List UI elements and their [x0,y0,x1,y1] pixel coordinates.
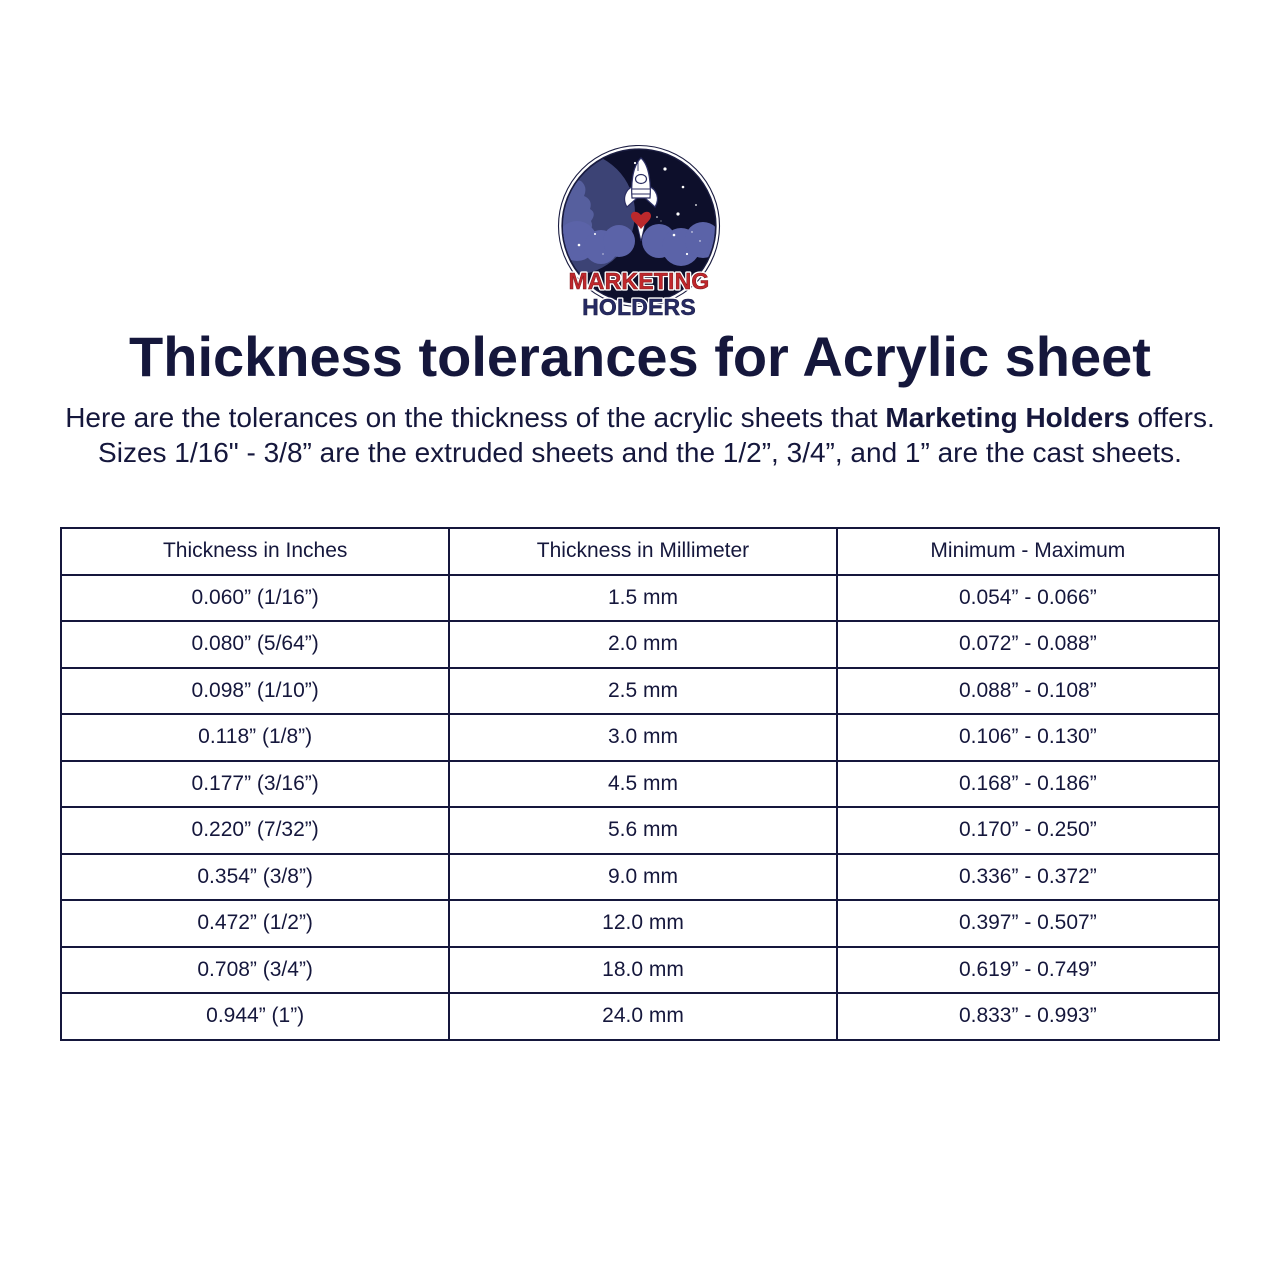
svg-text:MARKETING: MARKETING [568,268,709,294]
svg-text:HOLDERS: HOLDERS [582,294,696,319]
